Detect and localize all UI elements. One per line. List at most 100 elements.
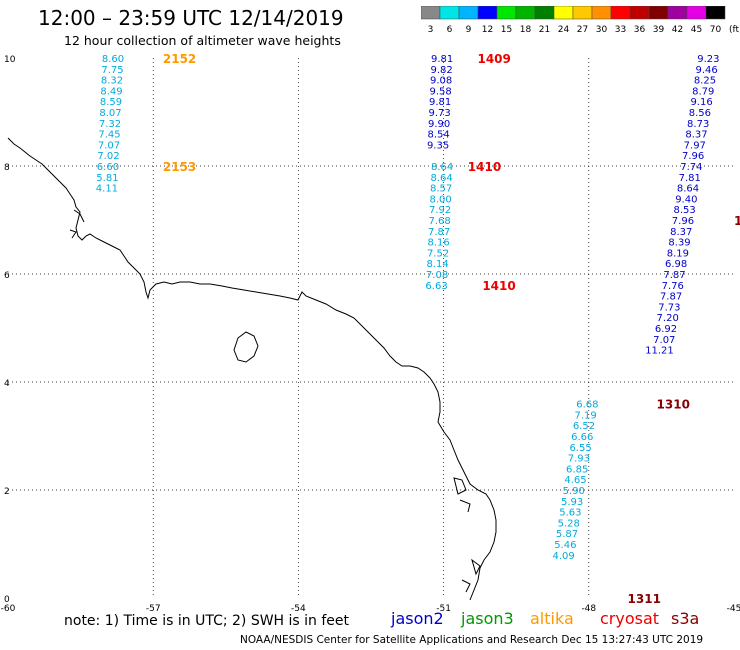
wave-height-value: 7.07 [98, 140, 120, 151]
page-title: 12:00 – 23:59 UTC 12/14/2019 [38, 6, 344, 30]
pass-time-label: 1410 [468, 160, 501, 174]
scale-label: 27 [577, 25, 588, 35]
scale-label: 21 [539, 25, 550, 35]
scale-label: 42 [672, 25, 683, 35]
wave-height-value: 6.66 [571, 432, 593, 443]
wave-height-value: 9.23 [697, 54, 719, 65]
footnote: note: 1) Time is in UTC; 2) SWH is in fe… [64, 613, 350, 629]
wave-height-value: 7.02 [97, 151, 119, 162]
scale-label: 12 [482, 25, 493, 35]
wave-height-value: 8.53 [673, 205, 695, 216]
scale-label: 6 [447, 25, 453, 35]
latitude-tick-label: 8 [4, 163, 10, 173]
wave-height-value: 7.08 [426, 270, 448, 281]
longitude-tick-label: -51 [436, 604, 451, 614]
wave-height-value: 8.07 [99, 108, 121, 119]
mission-legend-s3a: s3a [671, 609, 700, 628]
wave-height-value: 5.28 [558, 518, 580, 529]
wave-height-value: 7.19 [575, 410, 597, 421]
wave-height-value: 8.14 [426, 259, 448, 270]
longitude-tick-label: -54 [291, 604, 306, 614]
scale-label: 18 [520, 25, 532, 35]
wave-height-value: 7.93 [568, 454, 590, 465]
scale-label: 3 [428, 25, 434, 35]
coastline [7, 137, 497, 601]
wave-height-value: 5.87 [556, 529, 578, 540]
wave-height-value: 4.09 [552, 551, 574, 562]
wave-height-value: 6.63 [425, 281, 447, 292]
wave-height-value: 6.85 [566, 464, 588, 475]
wave-height-value: 8.32 [101, 76, 123, 87]
scale-unit: (ft) [729, 25, 740, 35]
wave-height-value: 6.52 [573, 421, 595, 432]
mission-legend-jason2: jason2 [391, 609, 444, 628]
wave-height-value: 7.73 [658, 302, 680, 313]
pass-time-label: 1310 [657, 398, 690, 412]
island-outline [233, 331, 259, 363]
wave-height-value: 8.25 [694, 76, 716, 87]
wave-height-value: 7.07 [653, 335, 675, 346]
wave-height-value: 7.32 [99, 119, 121, 130]
wave-height-value: 9.40 [675, 194, 697, 205]
altimeter-tracks: 8.607.758.328.498.598.077.327.457.077.02… [96, 52, 740, 606]
wave-height-value: 9.08 [430, 76, 452, 87]
wave-height-value: 5.93 [561, 497, 583, 508]
wave-height-value: 7.68 [428, 216, 450, 227]
pass-time-label: 1410 [482, 279, 515, 293]
latitude-tick-label: 2 [4, 487, 10, 497]
wave-height-value: 4.65 [564, 475, 586, 486]
scale-label: 33 [615, 25, 626, 35]
wave-height-value: 9.46 [696, 65, 718, 76]
mission-legend-cryosat: cryosat [600, 609, 660, 628]
pass-time-label: 1409 [477, 52, 510, 66]
wave-height-value: 6.98 [665, 259, 687, 270]
wave-height-value: 8.64 [677, 184, 699, 195]
wave-height-value: 7.76 [662, 281, 684, 292]
scale-label: 15 [501, 25, 512, 35]
wave-height-value: 4.11 [96, 184, 118, 195]
wave-height-value: 7.52 [427, 248, 449, 259]
scale-label: 70 [710, 25, 722, 35]
wave-height-value: 6.55 [569, 443, 591, 454]
wave-height-value: 7.96 [672, 216, 694, 227]
pass-time-label: 2152 [163, 52, 196, 66]
scale-label: 9 [466, 25, 472, 35]
scale-label: 39 [653, 25, 665, 35]
wave-height-value: 8.16 [427, 238, 449, 249]
longitude-tick-label: -57 [146, 604, 161, 614]
scale-label: 45 [691, 25, 702, 35]
wave-height-value: 8.59 [100, 97, 122, 108]
mission-legend-altika: altika [530, 609, 574, 628]
wave-height-value: 7.87 [660, 292, 682, 303]
wave-height-value: 6.68 [576, 400, 598, 411]
footer-credit: NOAA/NESDIS Center for Satellite Applica… [240, 634, 704, 646]
mission-legend-jason3: jason3 [461, 609, 514, 628]
wave-height-value: 7.75 [101, 65, 123, 76]
wave-height-value: 7.45 [98, 130, 120, 141]
wave-height-value: 8.39 [668, 238, 690, 249]
wave-height-value: 8.60 [102, 54, 124, 65]
latitude-tick-label: 0 [4, 595, 10, 605]
longitude-tick-label: -45 [727, 604, 740, 614]
wave-height-value: 9.16 [690, 97, 712, 108]
latitude-tick-label: 10 [4, 55, 16, 65]
wave-height-value: 7.20 [657, 313, 679, 324]
scale-label: 24 [558, 25, 570, 35]
pass-time-label: 1309 [734, 214, 740, 228]
page-subtitle: 12 hour collection of altimeter wave hei… [64, 33, 341, 48]
wave-height-value: 7.92 [429, 205, 451, 216]
wave-height-value: 8.49 [100, 86, 122, 97]
wave-height-value: 7.74 [680, 162, 702, 173]
wave-height-value: 5.81 [96, 173, 118, 184]
wave-height-value: 11.21 [645, 346, 674, 357]
latitude-tick-label: 4 [4, 379, 10, 389]
pass-time-label: 2153 [163, 160, 196, 174]
wave-height-value: 9.82 [431, 65, 453, 76]
wave-height-value: 5.46 [554, 540, 576, 551]
wave-height-value: 8.64 [431, 173, 453, 184]
scale-label: 30 [596, 25, 608, 35]
wave-height-value: 6.60 [97, 162, 119, 173]
wave-height-value: 9.73 [428, 108, 450, 119]
